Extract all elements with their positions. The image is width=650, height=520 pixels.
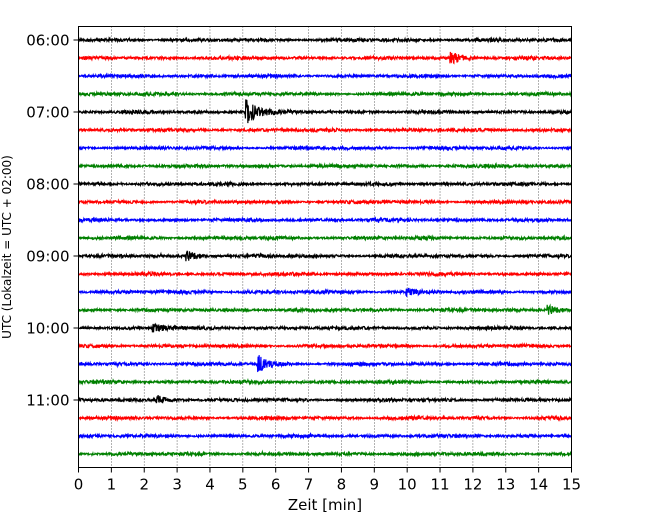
trace-06:15 [78,51,573,65]
y-axis-ticks: 06:00 07:00 08:00 09:00 10:00 11:00 [26,32,79,410]
x-tick-label: 3 [172,476,182,494]
trace-09:30 [78,287,573,297]
x-tick-label: 7 [304,476,314,494]
seismic-traces [77,36,573,458]
trace-11:45 [77,449,572,458]
trace-08:30 [78,216,572,224]
y-tick-label: 06:00 [26,32,69,50]
x-tick-label: 12 [463,476,482,494]
trace-07:45 [78,161,572,171]
x-tick-label: 2 [139,476,149,494]
trace-06:30 [78,72,573,80]
x-tick-label: 13 [496,476,515,494]
y-tick-label: 08:00 [26,176,69,194]
trace-11:30 [77,432,572,440]
x-axis-label: Zeit [min] [288,496,362,514]
trace-06:00 [77,36,573,44]
plot-frame [78,26,572,468]
x-tick-label: 14 [529,476,548,494]
trace-08:15 [78,198,573,206]
y-axis-label: UTC (Lokalzeit = UTC + 02:00) [0,155,14,339]
y-tick-label: 11:00 [26,392,69,410]
trace-10:00 [78,322,572,333]
trace-10:30 [78,355,573,373]
x-tick-label: 4 [205,476,215,494]
x-tick-label: 9 [370,476,380,494]
y-tick-label: 10:00 [26,320,69,338]
y-tick-label: 07:00 [26,104,69,122]
trace-11:00 [77,395,573,404]
x-tick-label: 10 [398,476,417,494]
x-tick-label: 6 [271,476,281,494]
trace-07:00 [77,99,573,124]
trace-09:45 [77,303,572,315]
x-tick-label: 1 [107,476,117,494]
y-tick-label: 09:00 [26,248,69,266]
trace-08:45 [78,234,573,242]
trace-06:45 [77,89,573,98]
trace-09:00 [77,250,572,262]
trace-07:30 [78,144,573,152]
trace-07:15 [78,126,573,134]
trace-10:45 [77,378,572,386]
x-tick-label: 8 [337,476,347,494]
trace-10:15 [78,341,573,350]
x-tick-label: 15 [562,476,581,494]
trace-11:15 [77,414,572,423]
x-tick-label: 5 [238,476,248,494]
x-axis-ticks: 0 1 2 3 4 5 6 7 8 9 10 11 12 13 14 15 [74,467,581,494]
trace-08:00 [77,179,572,188]
x-tick-label: 11 [430,476,449,494]
trace-09:15 [78,269,573,278]
x-tick-label: 0 [74,476,84,494]
